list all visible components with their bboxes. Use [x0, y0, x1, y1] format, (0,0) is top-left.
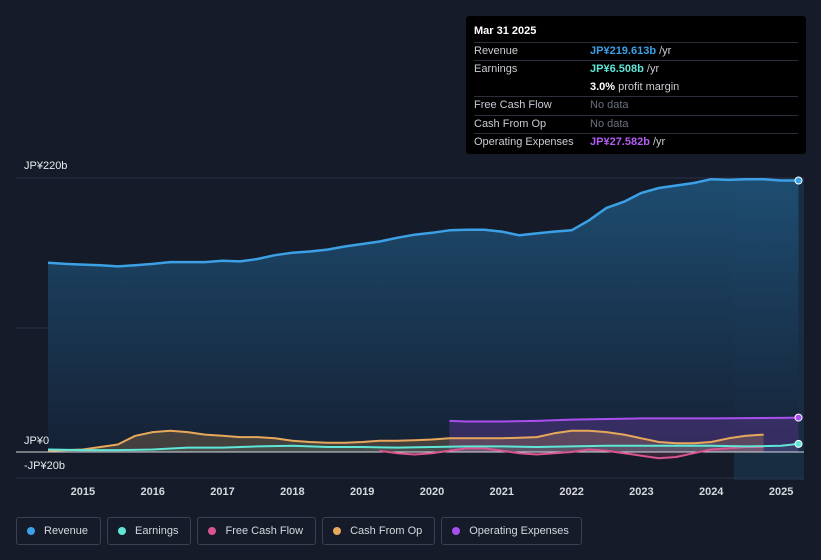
tooltip-value-number: JP¥27.582b	[590, 135, 650, 148]
tooltip-value-number: 3.0%	[590, 80, 616, 93]
free-cash-flow-area	[379, 447, 764, 459]
legend-label: Revenue	[44, 525, 89, 537]
tooltip-row-revenue: Revenue JP¥219.613b /yr	[474, 42, 798, 60]
tooltip-value: JP¥219.613b /yr	[590, 43, 671, 60]
tooltip-label: Operating Expenses	[474, 135, 574, 148]
legend-item-cash-from-op[interactable]: Cash From Op	[322, 517, 436, 545]
x-tick-label: 2017	[210, 486, 234, 498]
tooltip-label: Earnings	[474, 63, 518, 76]
revenue-line	[47, 177, 799, 268]
tooltip-date: Mar 31 2025	[474, 25, 537, 37]
tooltip-row-margin: 3.0% profit margin	[474, 79, 798, 96]
operating-expenses-end-marker	[794, 413, 803, 422]
tooltip-label: Free Cash Flow	[474, 99, 552, 112]
tooltip-label	[474, 79, 590, 96]
x-tick-label: 2023	[629, 486, 653, 498]
dot-icon	[333, 527, 342, 535]
tooltip-panel: Mar 31 2025 Revenue JP¥219.613b /yr Earn…	[466, 16, 806, 154]
tooltip-value-unit: /yr	[656, 45, 672, 57]
operating-expenses-line	[449, 416, 799, 423]
x-tick-label: 2015	[71, 486, 95, 498]
dot-icon	[452, 527, 461, 535]
earnings-line	[47, 442, 799, 452]
revenue-end-marker	[794, 176, 803, 185]
legend-label: Operating Expenses	[469, 525, 569, 537]
tooltip-value: JP¥27.582b /yr	[590, 134, 665, 151]
tooltip-label: Cash From Op	[474, 117, 547, 130]
tooltip-row-opex: Operating Expenses JP¥27.582b /yr	[474, 132, 798, 151]
tooltip-value: 3.0% profit margin	[590, 79, 679, 96]
y-label-top: JP¥220b	[24, 160, 68, 172]
x-axis: 2015 2016 2017 2018 2019 2020 2021 2022 2023 2024…	[71, 486, 794, 498]
tooltip-label: Revenue	[474, 45, 519, 57]
x-tick-label: 2022	[559, 486, 583, 498]
cash-from-op-line	[47, 429, 764, 452]
tooltip-row-cfo: Cash From Op No data	[474, 114, 798, 133]
legend-item-earnings[interactable]: Earnings	[107, 517, 192, 545]
x-tick-label: 2021	[490, 486, 514, 498]
series-areas	[48, 179, 799, 459]
x-tick-label: 2024	[699, 486, 724, 498]
series-lines	[47, 176, 803, 460]
earnings-end-marker	[794, 439, 803, 448]
y-label-zero: JP¥0	[24, 435, 50, 447]
x-tick-label: 2018	[280, 486, 304, 498]
x-tick-label: 2016	[140, 486, 164, 498]
x-tick-label: 2025	[769, 486, 793, 498]
tooltip-value-unit: profit margin	[615, 80, 680, 93]
legend-item-free-cash-flow[interactable]: Free Cash Flow	[197, 517, 317, 545]
legend-label: Cash From Op	[350, 525, 423, 537]
legend-item-operating-expenses[interactable]: Operating Expenses	[441, 517, 582, 545]
legend-label: Free Cash Flow	[225, 525, 304, 537]
free-cash-flow-line	[379, 446, 764, 460]
tooltip-row-fcf: Free Cash Flow No data	[474, 96, 798, 114]
tooltip-value-unit: /yr	[649, 135, 666, 148]
tooltip-value: JP¥6.508b /yr	[590, 61, 659, 78]
tooltip-value-unit: /yr	[643, 63, 660, 76]
dot-icon	[27, 527, 35, 535]
y-label-bottom: -JP¥20b	[24, 460, 65, 472]
tooltip-value-number: JP¥219.613b	[590, 45, 657, 57]
dot-icon	[118, 527, 127, 535]
tooltip-value-number: JP¥6.508b	[590, 63, 644, 76]
tooltip-value: No data	[590, 99, 629, 112]
x-tick-label: 2019	[350, 486, 374, 498]
legend-label: Earnings	[135, 525, 179, 537]
revenue-area	[48, 179, 799, 452]
tooltip-value: No data	[590, 117, 629, 130]
legend-item-revenue[interactable]: Revenue	[16, 517, 102, 545]
tooltip-row-earnings: Earnings JP¥6.508b /yr	[474, 60, 798, 78]
dot-icon	[208, 527, 217, 535]
legend: Revenue Earnings Free Cash Flow Cash Fro…	[16, 517, 582, 545]
x-tick-label: 2020	[420, 486, 444, 498]
